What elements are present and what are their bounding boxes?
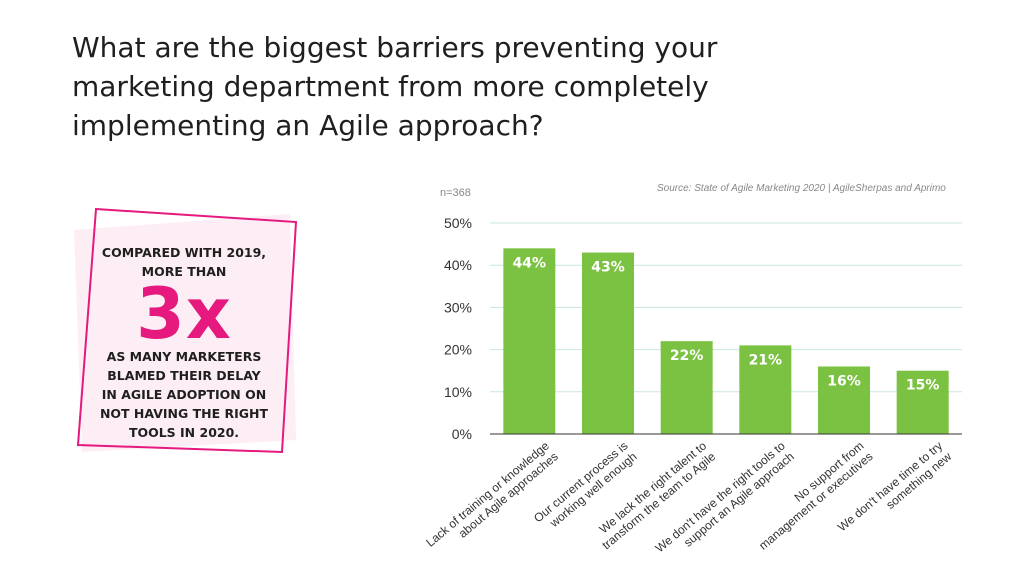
- page-title: What are the biggest barriers preventing…: [72, 31, 718, 142]
- bar: [739, 345, 792, 434]
- sample-size-note: n=368: [440, 187, 471, 199]
- bar: [660, 341, 713, 434]
- callout-top-text: COMPARED WITH 2019, MORE THAN: [101, 245, 267, 279]
- source-note: Source: State of Agile Marketing 2020 | …: [657, 183, 946, 194]
- data-label: 16%: [827, 373, 861, 389]
- x-tick-label: We don't have the right tools tosupport …: [653, 438, 797, 555]
- data-labels: 44% 43% 22% 21% 16% 15%: [513, 255, 940, 393]
- y-tick-label: 20%: [444, 342, 472, 358]
- y-tick-label: 40%: [444, 257, 472, 273]
- y-tick-label: 10%: [444, 384, 472, 400]
- callout-background: [74, 214, 296, 452]
- data-label: 15%: [906, 378, 940, 394]
- y-tick-label: 0%: [452, 426, 472, 442]
- callout-border: [76, 208, 298, 454]
- y-tick-label: 50%: [444, 215, 472, 231]
- callout-frame: [74, 208, 298, 454]
- x-tick-label-line: Lack of training or knowledge: [423, 438, 552, 549]
- bar: [582, 252, 634, 434]
- callout-big-number: 3x: [136, 273, 232, 355]
- callout-text: COMPARED WITH 2019, MORE THAN 3x AS MANY…: [98, 243, 270, 442]
- data-label: 44%: [513, 255, 547, 271]
- y-axis-ticks: 0% 10% 20% 30% 40% 50%: [444, 215, 472, 442]
- gridlines: [490, 222, 962, 393]
- bar: [503, 248, 556, 434]
- bars: [503, 248, 949, 434]
- y-tick-label: 30%: [444, 299, 472, 315]
- bar: [818, 366, 870, 434]
- stat-callout: COMPARED WITH 2019, MORE THAN 3x AS MANY…: [68, 208, 300, 458]
- data-label: 21%: [749, 352, 783, 368]
- callout-bottom-text: AS MANY MARKETERS BLAMED THEIR DELAY IN …: [99, 349, 269, 440]
- data-label: 22%: [670, 348, 704, 364]
- x-tick-label-line: about Agile approaches: [456, 449, 561, 540]
- bar: [896, 370, 949, 434]
- data-label: 43%: [591, 260, 625, 276]
